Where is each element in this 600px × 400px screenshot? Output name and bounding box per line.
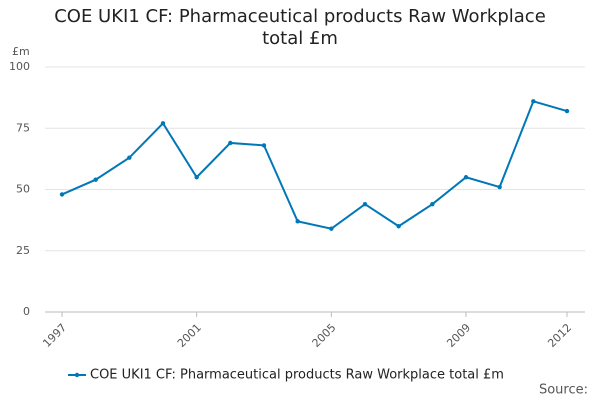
data-point bbox=[295, 219, 300, 224]
y-tick-label: 100 bbox=[9, 60, 30, 73]
x-tick-label: 2001 bbox=[175, 321, 204, 350]
x-tick-label: 2009 bbox=[444, 321, 473, 350]
data-point bbox=[329, 226, 334, 231]
legend-swatch-dot bbox=[74, 372, 80, 378]
legend-label: COE UKI1 CF: Pharmaceutical products Raw… bbox=[90, 368, 504, 383]
data-point bbox=[463, 175, 469, 180]
data-point bbox=[362, 202, 368, 207]
x-tick-label: 2012 bbox=[545, 321, 574, 350]
data-line bbox=[61, 100, 568, 230]
data-point bbox=[194, 175, 199, 180]
x-tick-label: 1997 bbox=[40, 321, 69, 350]
y-tick-label: 50 bbox=[16, 183, 30, 196]
data-point bbox=[59, 192, 65, 197]
source: Source: bbox=[539, 383, 588, 398]
data-point bbox=[261, 143, 267, 148]
data-point bbox=[160, 121, 166, 126]
data-point bbox=[564, 108, 570, 114]
chart-title: COE UKI1 CF: Pharmaceutical products Raw… bbox=[54, 6, 546, 49]
data-point bbox=[497, 184, 502, 190]
data-point bbox=[396, 224, 401, 229]
y-tick-label: 25 bbox=[16, 244, 30, 257]
y-tick-label: 75 bbox=[16, 121, 30, 134]
data-point bbox=[430, 202, 435, 207]
data-point bbox=[228, 140, 233, 146]
x-tick-label: 2005 bbox=[310, 321, 339, 350]
data-point bbox=[531, 99, 536, 104]
y-axis-label: £m bbox=[12, 45, 30, 58]
y-tick-label: 0 bbox=[23, 305, 30, 318]
data-point bbox=[93, 177, 98, 182]
data-point bbox=[127, 155, 132, 160]
